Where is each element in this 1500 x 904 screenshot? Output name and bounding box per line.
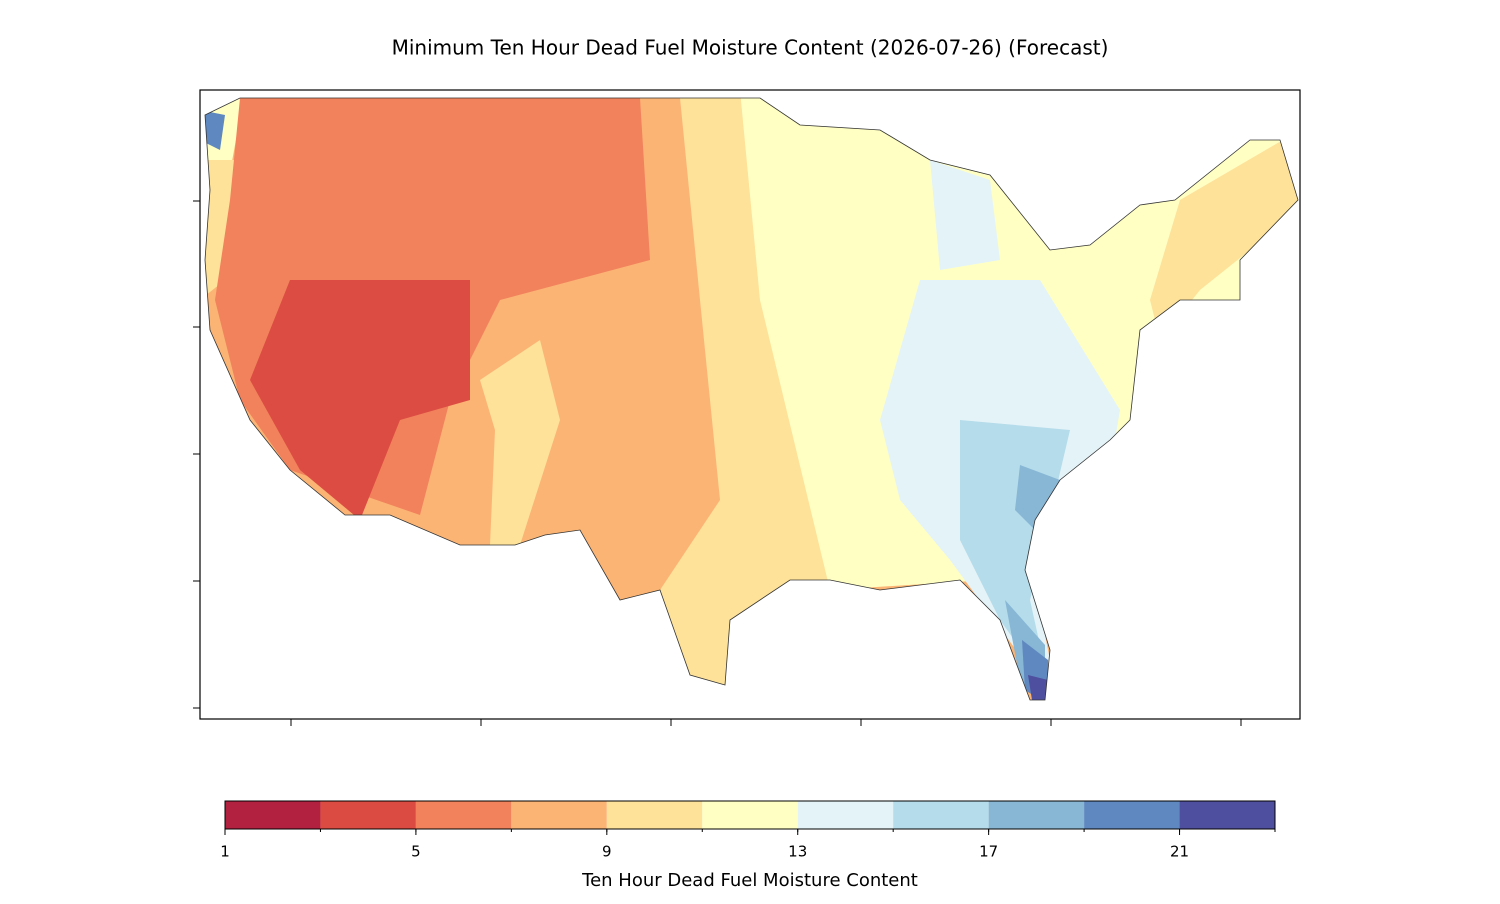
colorbar: 1 5 9 13 17 21 (220, 800, 1276, 861)
colorbar-segment (1084, 801, 1180, 829)
colorbar-segment (702, 801, 798, 829)
colorbar-segment (511, 801, 607, 829)
colorbar-tick-label: 9 (602, 843, 612, 861)
frame-ticks (193, 200, 1242, 726)
colorbar-segment (320, 801, 416, 829)
colorbar-tick-label: 17 (979, 843, 998, 861)
colorbar-segment (606, 801, 703, 829)
colorbar-tick-label: 13 (788, 843, 807, 861)
map-frame (199, 89, 1301, 720)
us-outline (204, 97, 1299, 701)
colorbar-segment (225, 801, 321, 829)
colorbar-label: Ten Hour Dead Fuel Moisture Content (581, 870, 918, 891)
colorbar-segment (988, 801, 1085, 829)
colorbar-segment (893, 801, 989, 829)
map-title: Minimum Ten Hour Dead Fuel Moisture Cont… (392, 36, 1109, 60)
colorbar-segment (415, 801, 512, 829)
colorbar-tick-label: 21 (1170, 843, 1189, 861)
colorbar-segment (797, 801, 894, 829)
colorbar-tick-label: 1 (220, 843, 230, 861)
colorbar-frame (224, 800, 1276, 830)
moisture-map (205, 98, 1298, 700)
colorbar-tick-label: 5 (411, 843, 421, 861)
colorbar-segment (1179, 801, 1275, 829)
